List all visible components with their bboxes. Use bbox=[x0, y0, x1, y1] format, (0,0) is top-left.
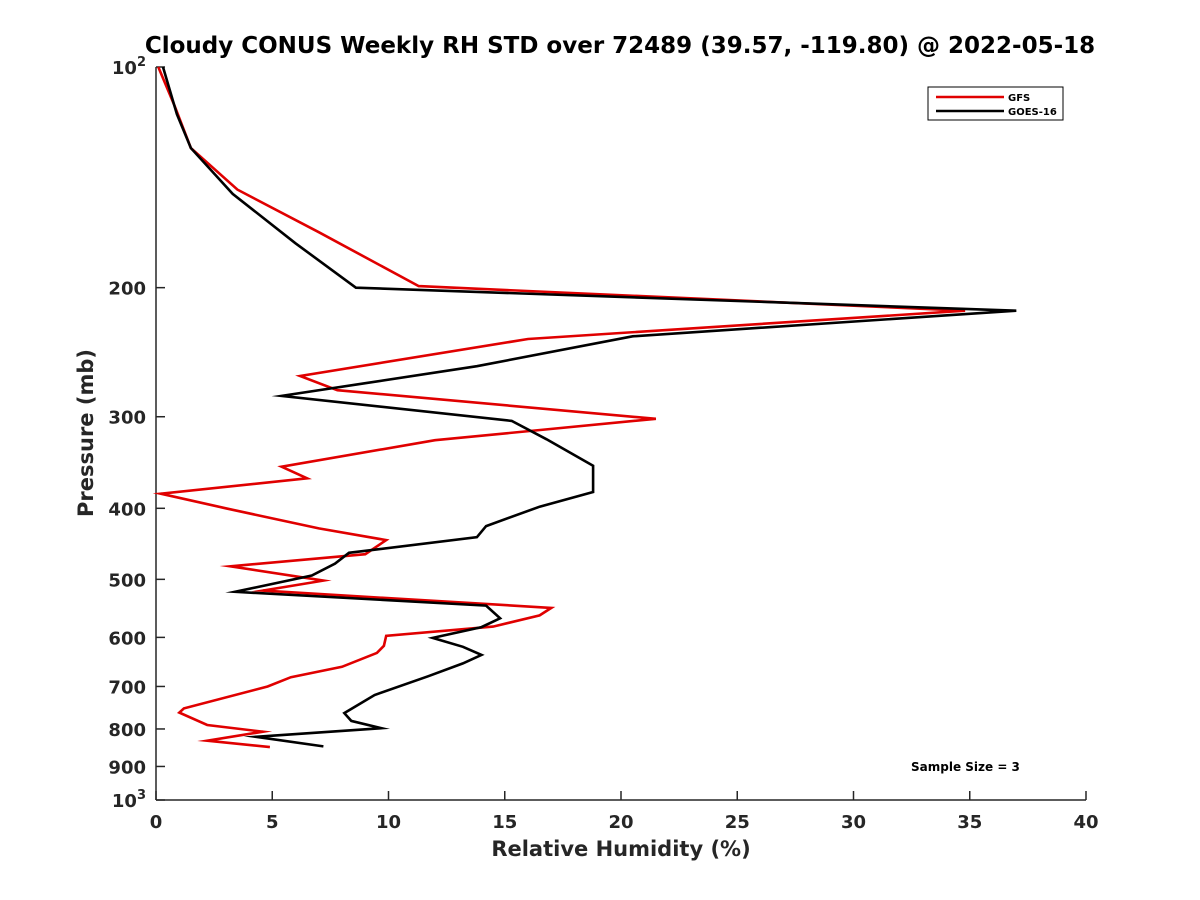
sample-size-annotation: Sample Size = 3 bbox=[911, 760, 1020, 774]
y-tick-base: 10 bbox=[112, 791, 137, 812]
legend-box bbox=[927, 86, 1064, 121]
y-tick-label: 300 bbox=[108, 408, 146, 429]
x-axis-label: Relative Humidity (%) bbox=[491, 837, 750, 861]
y-tick-base: 10 bbox=[112, 58, 137, 79]
chart-title: Cloudy CONUS Weekly RH STD over 72489 (3… bbox=[145, 33, 1095, 59]
x-tick-label: 35 bbox=[957, 812, 982, 833]
series-layer bbox=[152, 66, 1017, 749]
y-tick-label: 103 bbox=[112, 788, 146, 812]
y-tick-label: 102 bbox=[112, 55, 146, 79]
y-tick-label: 700 bbox=[108, 677, 146, 698]
series-line-gfs bbox=[152, 66, 966, 749]
y-tick-label: 800 bbox=[108, 720, 146, 741]
y-tick-label: 900 bbox=[108, 757, 146, 778]
x-tick-label: 25 bbox=[725, 812, 750, 833]
x-tick-label: 5 bbox=[266, 812, 279, 833]
x-tick-label: 10 bbox=[376, 812, 401, 833]
legend: GFS GOES-16 bbox=[927, 86, 1064, 121]
y-tick-exponent: 2 bbox=[137, 55, 146, 70]
series-line-goes-16 bbox=[161, 66, 1017, 748]
y-tick-label: 400 bbox=[108, 499, 146, 520]
x-tick-label: 20 bbox=[608, 812, 633, 833]
y-tick-label: 200 bbox=[108, 279, 146, 300]
x-tick-label: 30 bbox=[841, 812, 866, 833]
x-tick-label: 0 bbox=[150, 812, 163, 833]
legend-label-gfs: GFS bbox=[1008, 93, 1030, 104]
y-tick-label: 500 bbox=[108, 570, 146, 591]
y-axis-label: Pressure (mb) bbox=[74, 349, 98, 517]
x-tick-label: 40 bbox=[1073, 812, 1098, 833]
x-axis-ticks: 0 5 10 15 20 25 30 35 40 bbox=[150, 791, 1099, 833]
x-tick-label: 15 bbox=[492, 812, 517, 833]
y-tick-exponent: 3 bbox=[137, 788, 146, 803]
legend-label-goes16: GOES-16 bbox=[1008, 107, 1057, 118]
y-tick-label: 600 bbox=[108, 628, 146, 649]
